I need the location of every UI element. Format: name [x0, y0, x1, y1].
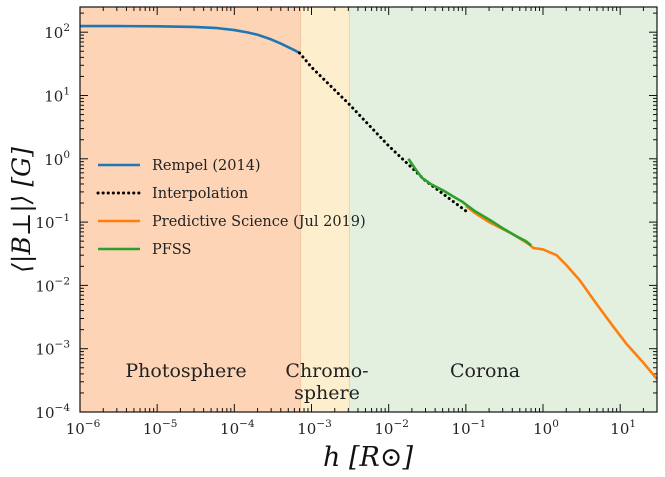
x-tick-label: 10−2 — [374, 418, 409, 438]
region-label-photosphere: Photosphere — [125, 360, 246, 382]
x-tick-label: 10−1 — [452, 418, 487, 438]
region-band-chromosphere — [300, 7, 350, 412]
y-tick-label: 10−2 — [35, 275, 70, 295]
x-tick-label: 10−4 — [220, 418, 255, 438]
region-band-corona — [349, 7, 657, 412]
x-tick-label: 10−3 — [297, 418, 332, 438]
region-label-chromosphere: sphere — [294, 382, 360, 404]
x-tick-label: 10−6 — [66, 418, 101, 438]
legend-label: Interpolation — [152, 186, 248, 202]
y-tick-label: 10−3 — [35, 339, 70, 359]
y-tick-label: 100 — [44, 149, 70, 169]
y-tick-label: 10−1 — [35, 212, 70, 232]
legend-label: Predictive Science (Jul 2019) — [152, 214, 366, 230]
tick-labels: 10−6 10−5 10−4 10−3 10−2 10−1 100 101 10−4 10−3 10… — [35, 22, 636, 438]
region-bands — [80, 7, 657, 412]
y-tick-label: 10−4 — [35, 402, 70, 422]
y-tick-label: 102 — [44, 22, 70, 42]
region-labels: Photosphere Chromo-sphere Corona — [125, 360, 520, 404]
axis-labels: h [R⊙] ⟨|B⊥|⟩ [G] — [7, 147, 413, 473]
x-axis-label: h [R⊙] — [323, 442, 413, 473]
x-tick-label: 10−5 — [143, 418, 178, 438]
y-axis-label: ⟨|B⊥|⟩ [G] — [7, 147, 37, 273]
region-label-chromosphere: Chromo- — [285, 360, 368, 382]
y-tick-label: 101 — [44, 85, 70, 105]
series-line-3 — [407, 158, 532, 247]
x-tick-label: 101 — [610, 418, 636, 438]
plot-frame — [79, 6, 658, 413]
legend-label: Rempel (2014) — [152, 158, 261, 174]
legend-label: PFSS — [152, 242, 191, 258]
axis-ticks — [79, 7, 658, 413]
series-line-0 — [80, 24, 301, 55]
region-band-photosphere — [80, 7, 301, 412]
data-series — [80, 24, 659, 381]
legend: Rempel (2014) Interpolation Predictive Sci… — [96, 158, 366, 258]
region-label-corona: Corona — [450, 360, 520, 382]
x-tick-label: 100 — [533, 418, 559, 438]
